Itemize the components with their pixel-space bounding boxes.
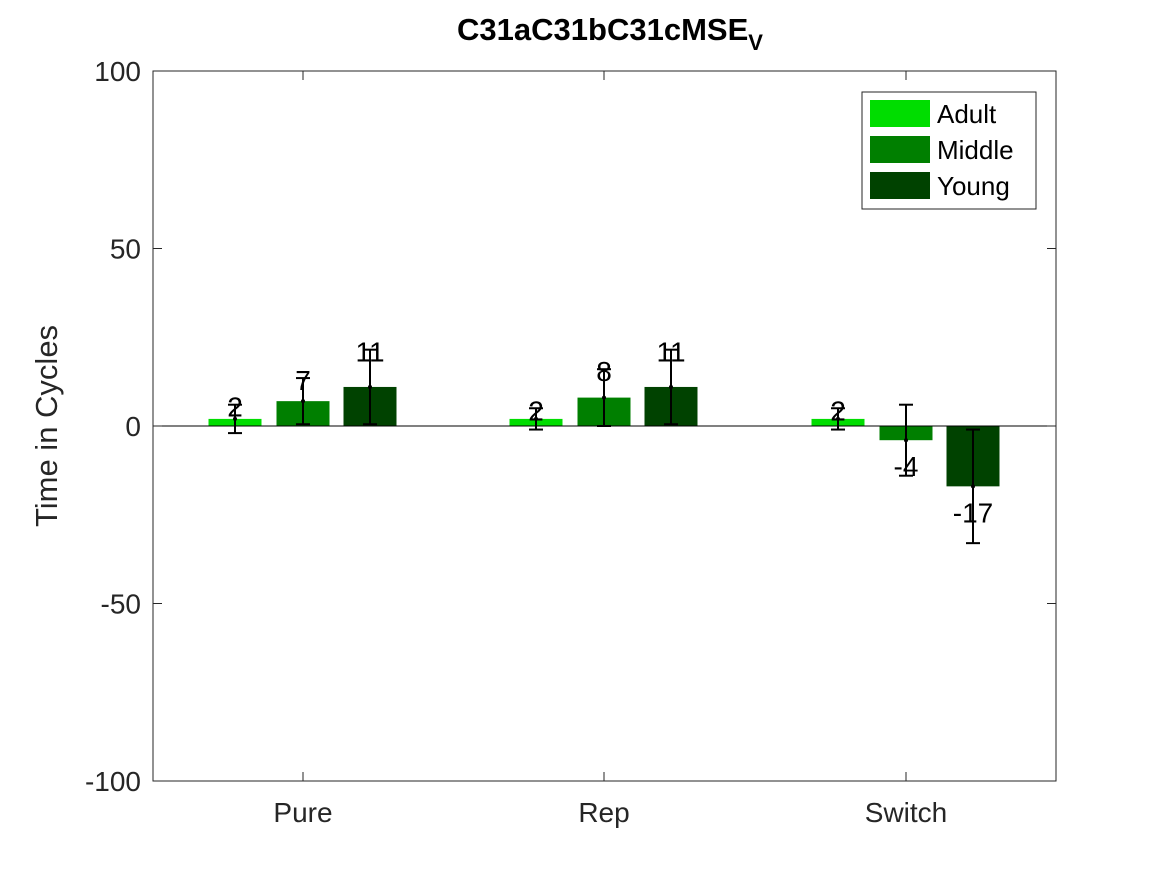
x-tick-label-rep: Rep: [578, 797, 629, 828]
y-tick-label: 0: [125, 411, 141, 442]
error-bar-marker: [971, 484, 975, 489]
error-bar-young-rep: [664, 348, 678, 426]
error-bars-layer: [228, 348, 980, 545]
y-tick-label: 50: [110, 234, 141, 265]
error-bar-middle-rep: [597, 368, 611, 427]
error-bar-marker: [669, 384, 673, 389]
y-axis-label: Time in Cycles: [29, 325, 64, 527]
legend-label-young: Young: [937, 171, 1010, 201]
data-label-adult-switch: 2: [830, 395, 846, 426]
y-tick-label: -100: [85, 766, 141, 797]
axes-layer: -100 -50 0 50 100 Pure Rep Switch: [85, 56, 1057, 828]
legend-label-middle: Middle: [937, 135, 1014, 165]
error-bar-middle-switch: [899, 403, 913, 477]
chart-title-subscript: V: [748, 30, 763, 55]
legend-swatch-adult: [870, 100, 930, 127]
data-labels-layer: 2 2 2 7 8 -4 11 11 -17: [227, 337, 993, 529]
error-bar-adult-switch: [831, 407, 845, 431]
data-label-young-pure: 11: [355, 337, 384, 368]
legend-swatch-middle: [870, 136, 930, 163]
y-tick-label: -50: [101, 589, 141, 620]
error-bar-young-switch: [966, 428, 980, 545]
error-bar-marker: [534, 416, 538, 421]
data-label-adult-rep: 2: [528, 395, 544, 426]
data-label-middle-pure: 7: [295, 365, 311, 396]
legend: Adult Middle Young: [861, 91, 1037, 210]
data-label-young-rep: 11: [656, 337, 685, 368]
data-label-young-switch: -17: [953, 497, 993, 528]
error-bar-adult-pure: [228, 403, 242, 435]
error-bar-middle-pure: [296, 377, 310, 426]
error-bar-marker: [301, 399, 305, 404]
error-bar-marker: [368, 384, 372, 389]
data-label-middle-switch: -4: [894, 451, 919, 482]
error-bar-marker: [904, 438, 908, 443]
data-label-adult-pure: 2: [227, 392, 243, 423]
error-bar-marker: [602, 395, 606, 400]
data-label-middle-rep: 8: [596, 356, 612, 387]
error-bar-young-pure: [363, 348, 377, 426]
legend-swatch-young: [870, 172, 930, 199]
error-bar-adult-rep: [529, 407, 543, 431]
legend-label-adult: Adult: [937, 99, 997, 129]
x-tick-label-switch: Switch: [865, 797, 947, 828]
chart-title: C31aC31bC31cMSEV: [457, 12, 763, 55]
x-tick-label-pure: Pure: [273, 797, 332, 828]
y-tick-label: 100: [94, 56, 141, 87]
error-bar-marker: [836, 416, 840, 421]
error-bar-marker: [233, 416, 237, 421]
chart-title-main: C31aC31bC31cMSE: [457, 12, 748, 47]
